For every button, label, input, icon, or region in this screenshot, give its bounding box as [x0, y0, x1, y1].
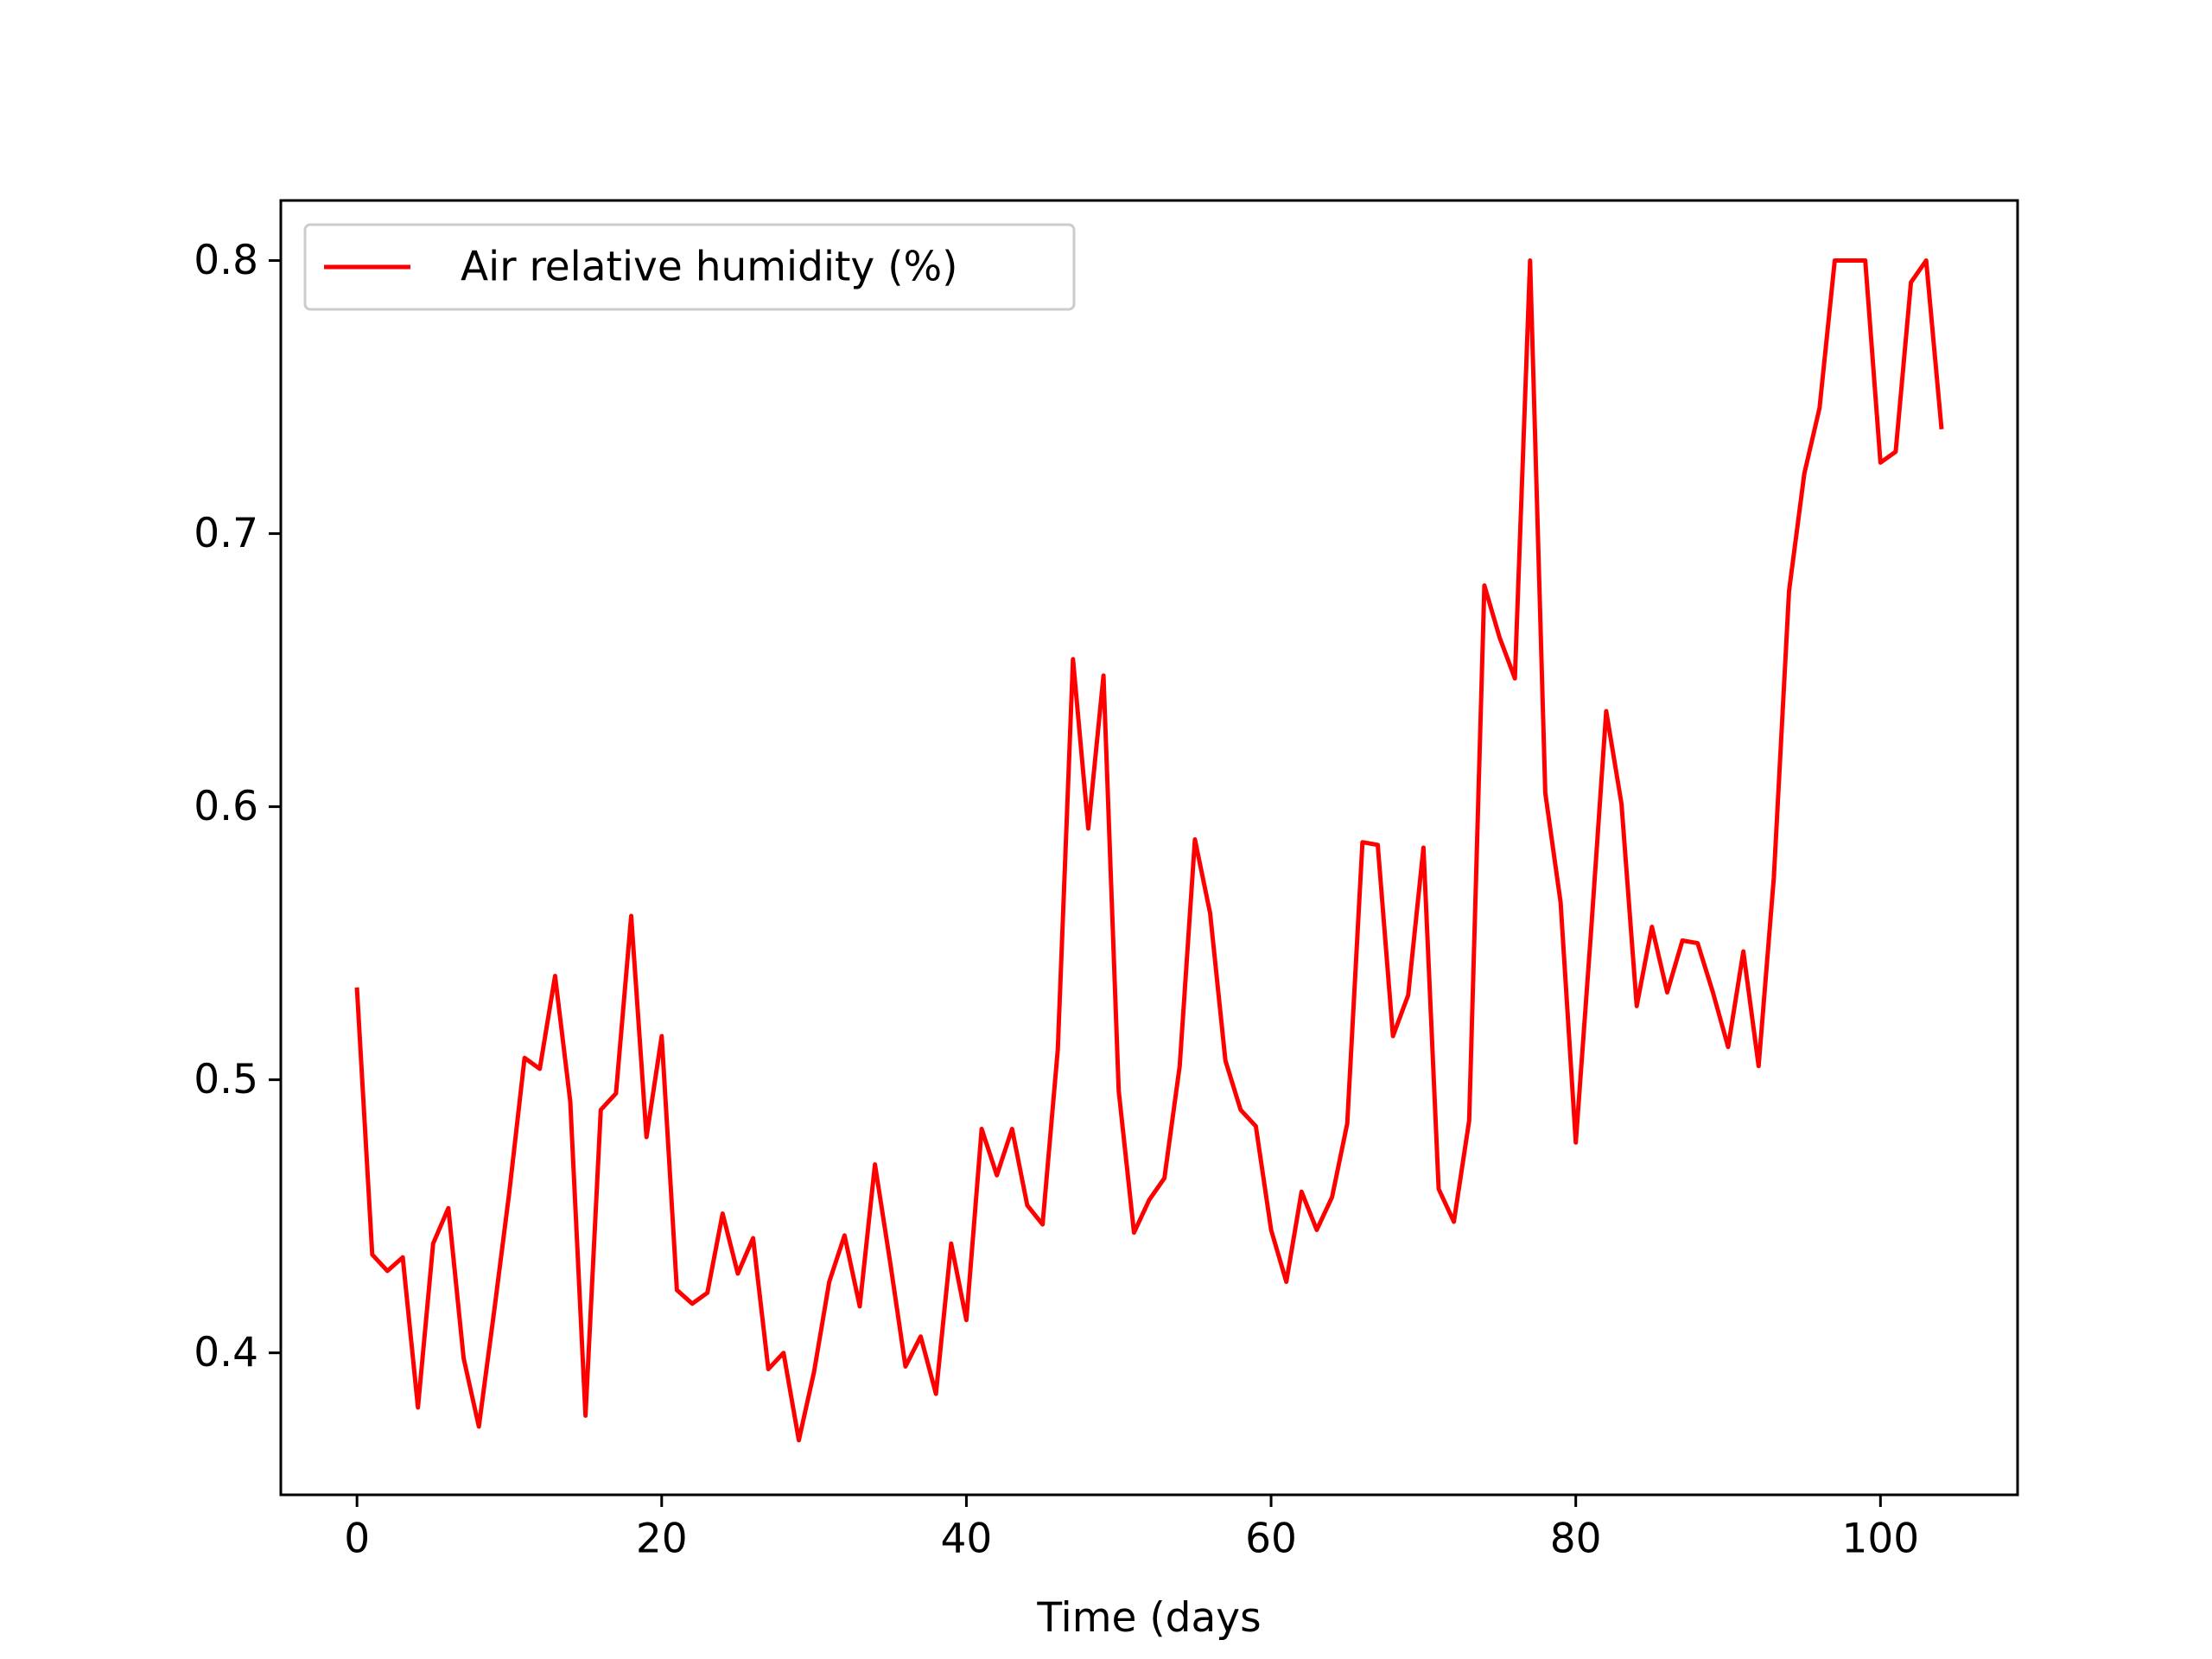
y-axis: 0.4 0.5 0.6 0.7 0.8	[194, 237, 281, 1376]
y-tick-label: 0.8	[194, 237, 258, 284]
series-layer	[354, 258, 1944, 1443]
series-line	[354, 258, 1944, 1443]
axes-frame	[279, 199, 2019, 1497]
legend-label: Air relative humidity (%)	[461, 244, 958, 291]
x-tick-label: 20	[636, 1515, 688, 1562]
y-tick-label: 0.5	[194, 1056, 258, 1103]
y-tick-label: 0.6	[194, 783, 258, 830]
x-axis-label: Time (days	[1036, 1594, 1261, 1642]
x-tick-label: 60	[1245, 1515, 1297, 1562]
x-tick-label: 80	[1550, 1515, 1602, 1562]
plot-area	[281, 200, 2018, 1495]
legend: Air relative humidity (%)	[303, 223, 1076, 311]
x-tick-label: 0	[344, 1515, 370, 1562]
y-tick-label: 0.7	[194, 510, 258, 557]
legend-box	[303, 223, 1076, 311]
x-tick-label: 100	[1841, 1515, 1919, 1562]
x-axis: 0 20 40 60 80 100	[344, 1495, 1919, 1562]
y-tick-label: 0.4	[194, 1329, 258, 1376]
x-tick-label: 40	[941, 1515, 993, 1562]
